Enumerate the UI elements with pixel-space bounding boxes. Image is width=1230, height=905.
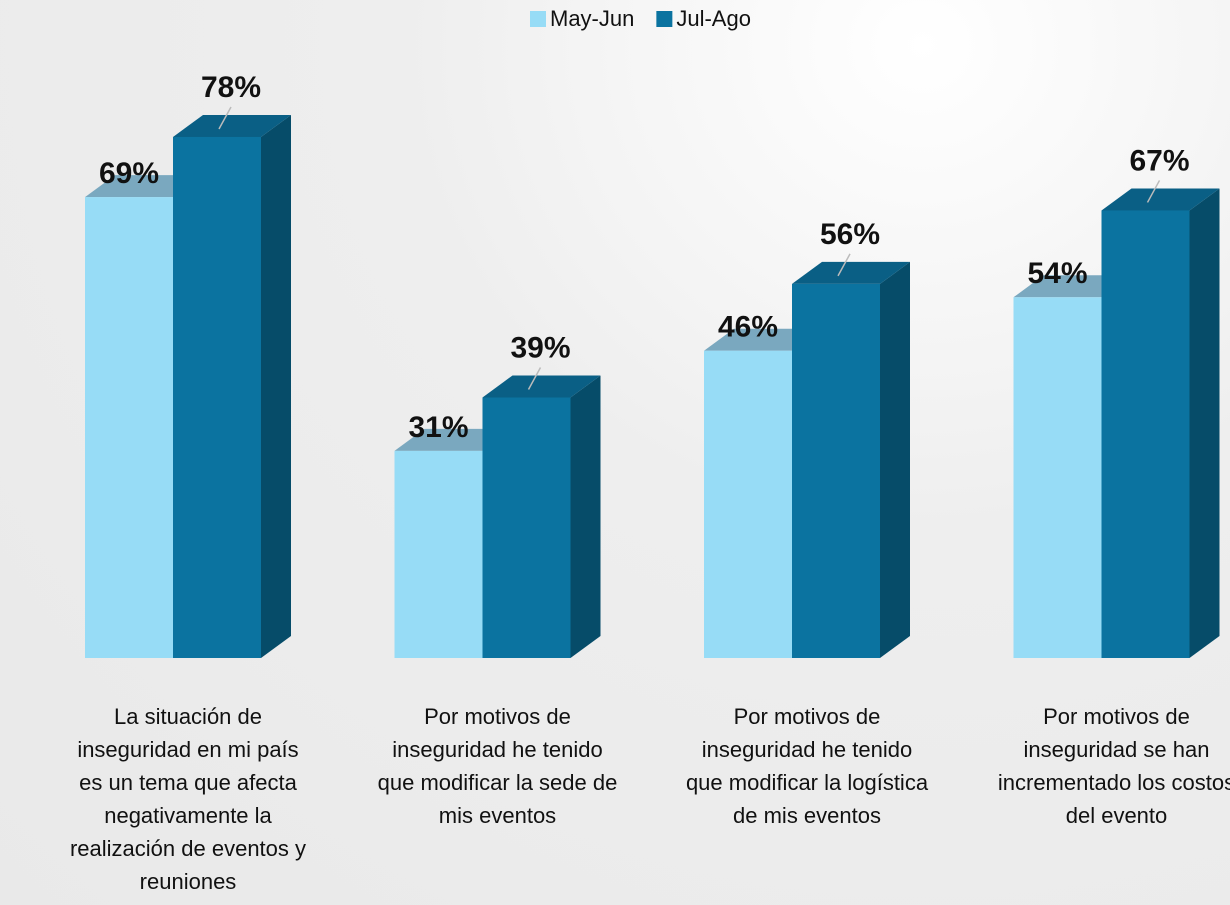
value-label: 78% [201,71,261,104]
value-label: 69% [99,157,159,190]
bar-top [173,114,291,137]
value-label: 67% [1129,144,1189,177]
value-label: 46% [718,311,778,344]
bar-side [1189,188,1220,658]
label-leader [527,367,542,390]
legend-label: May-Jun [550,6,634,31]
legend-swatch [656,11,673,27]
x-tick-label: Por motivos de inseguridad he tenido que… [685,704,929,828]
legend-swatch [530,11,546,27]
bar [792,261,910,658]
label-leader [1146,180,1161,203]
bar-front [394,450,483,658]
bar-side [880,261,910,658]
label-leader [837,253,851,277]
bar-top [1101,188,1220,211]
bar-side [570,375,601,658]
label-leader [218,106,232,130]
bar-top [482,375,601,398]
bar-front [1101,210,1190,658]
value-label: 31% [408,411,468,444]
bar [173,114,291,658]
value-label: 54% [1027,257,1087,290]
x-tick-label: Por motivos de inseguridad he tenido que… [377,704,618,828]
bar [482,375,601,658]
bar-front [792,283,880,658]
bar-front [173,136,261,658]
bar-front [1013,297,1102,658]
bar-side [261,114,291,658]
x-tick-label: La situación de inseguridad en mi país e… [69,704,307,894]
bar [1101,188,1220,658]
bar-front [704,350,792,658]
value-label: 56% [820,218,880,251]
bar-front [85,197,173,658]
x-tick-label: Por motivos de inseguridad se han increm… [997,704,1230,828]
bar-front [482,397,571,658]
value-label: 39% [510,331,570,364]
bar-top [792,261,910,284]
legend-label: Jul-Ago [676,6,751,31]
